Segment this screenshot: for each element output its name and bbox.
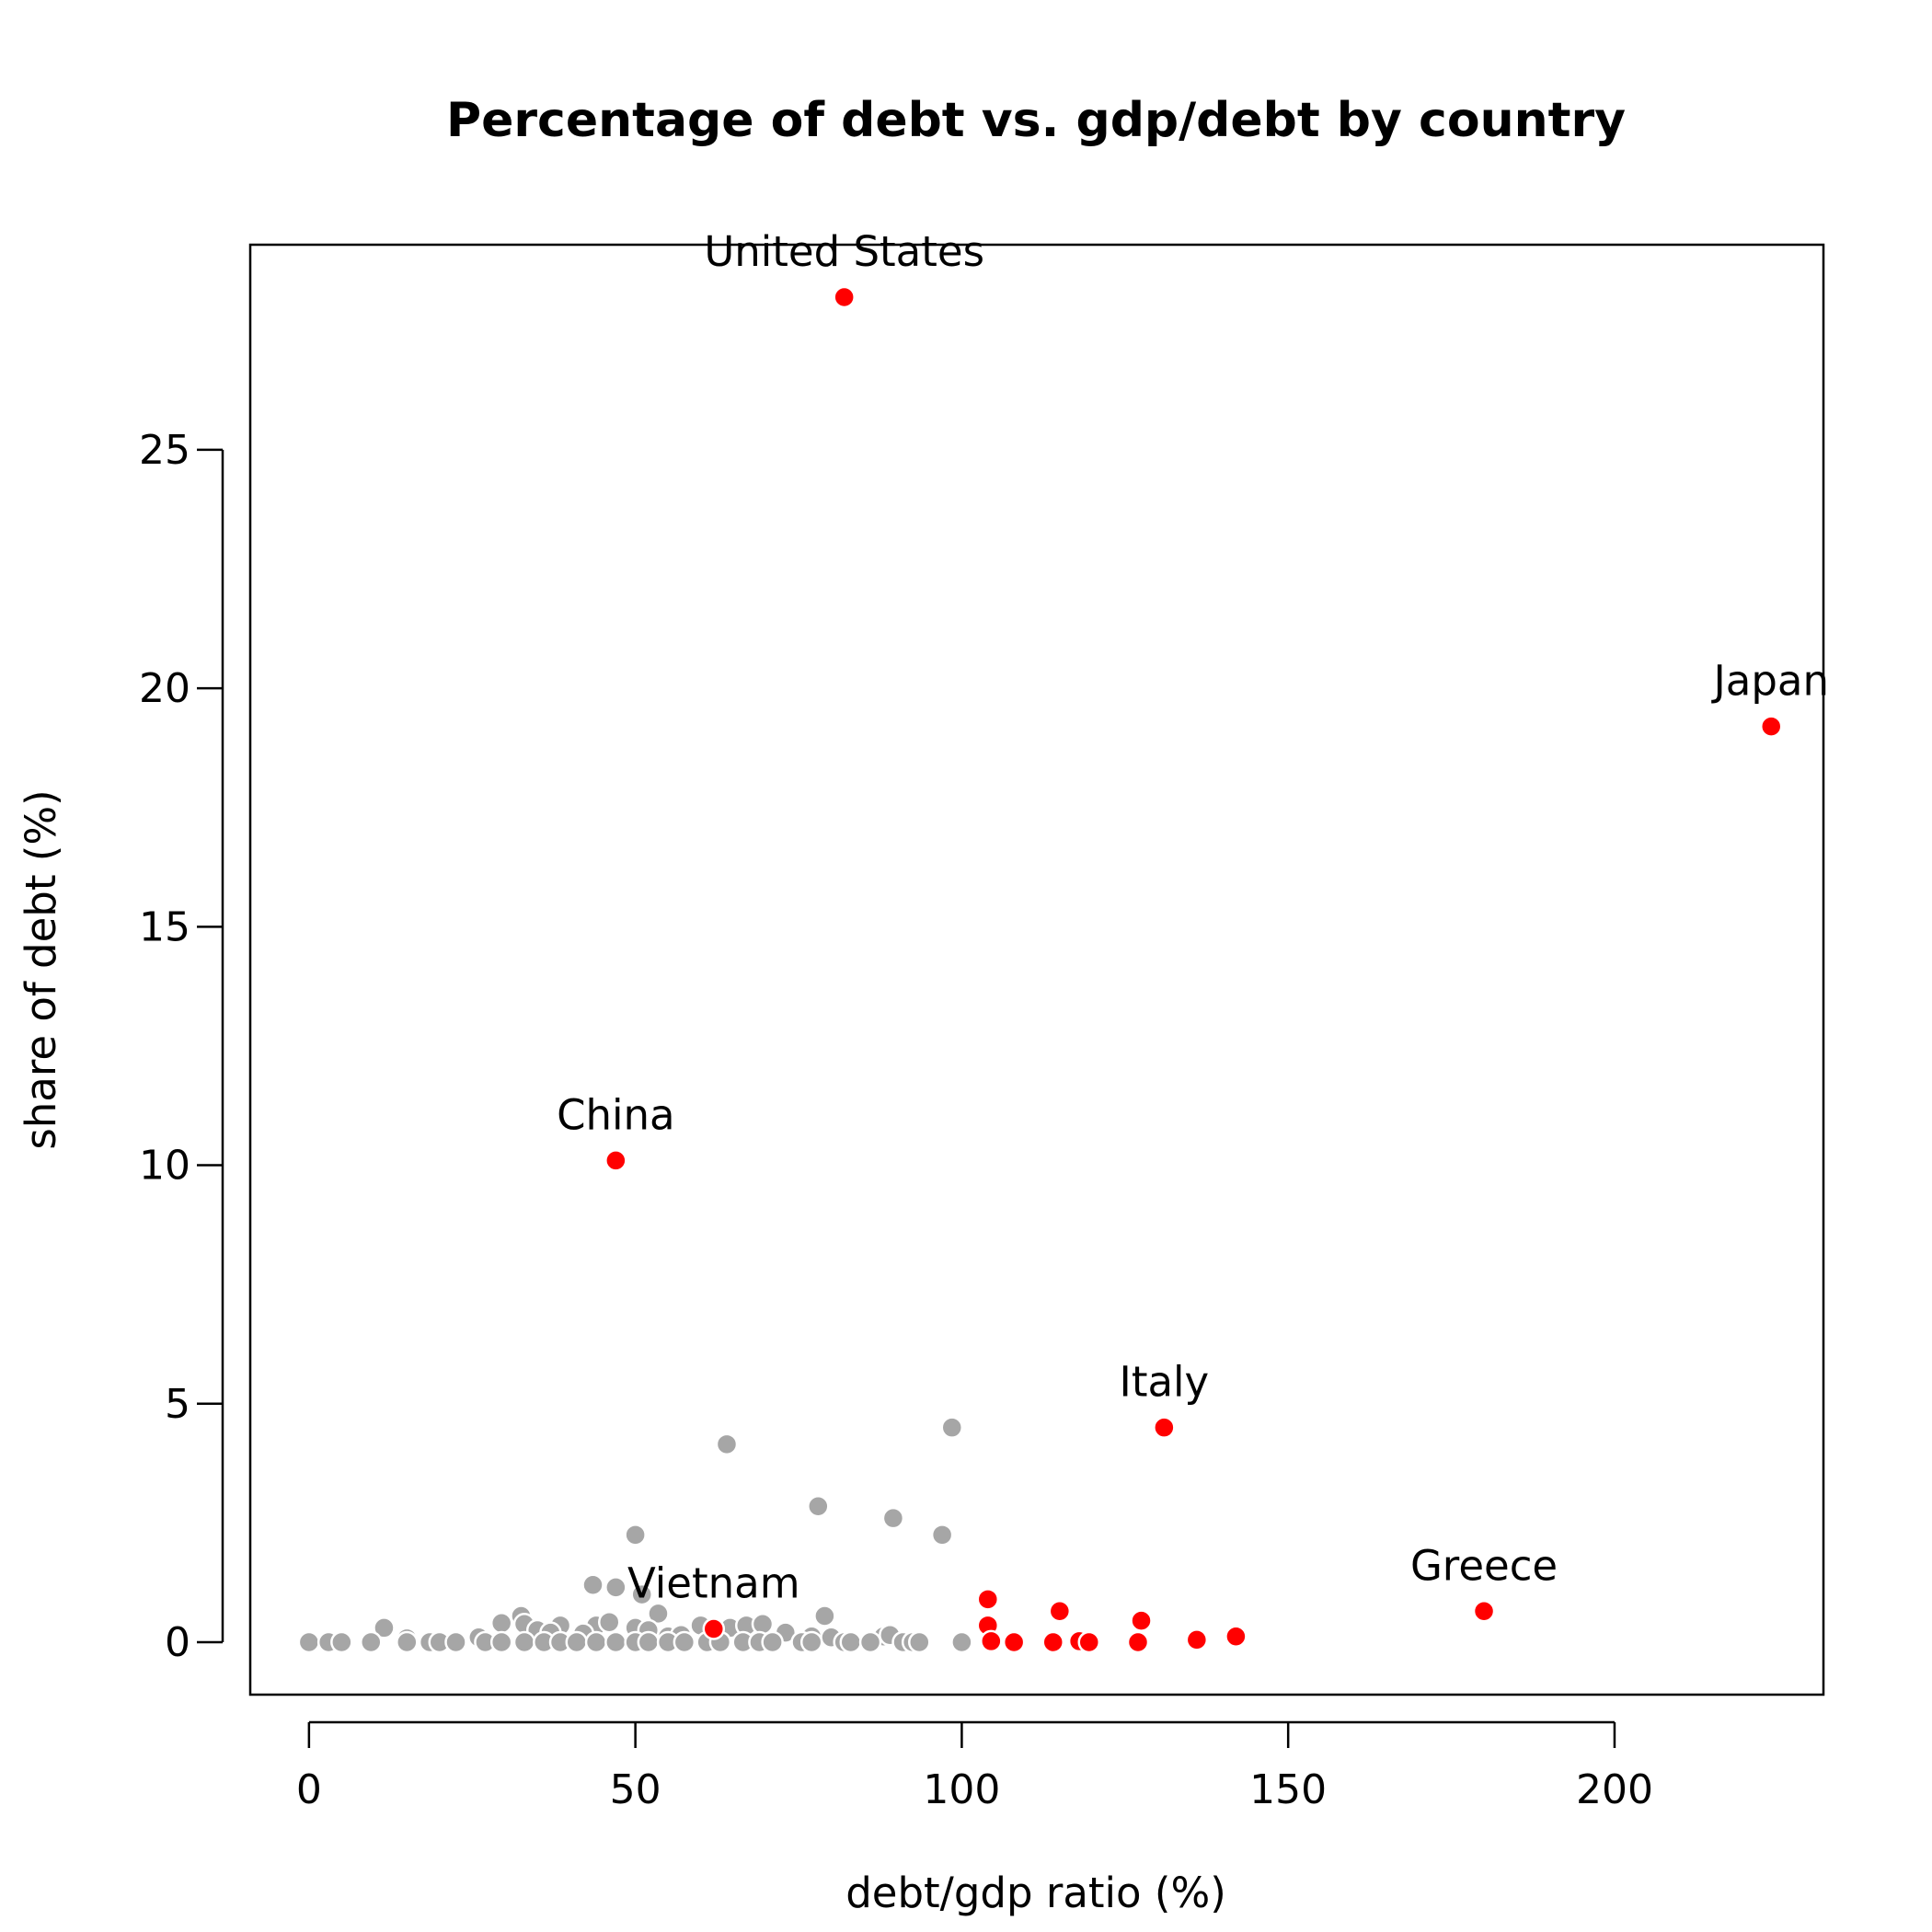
other-point bbox=[396, 1630, 419, 1654]
other-point bbox=[584, 1630, 608, 1654]
other-point bbox=[761, 1630, 784, 1654]
x-tick-label: 50 bbox=[610, 1766, 661, 1813]
other-point bbox=[930, 1524, 954, 1547]
y-tick-label: 20 bbox=[139, 665, 190, 712]
other-point bbox=[630, 1582, 653, 1606]
other-point bbox=[647, 1602, 670, 1626]
other-point bbox=[297, 1630, 321, 1654]
x-tick-label: 150 bbox=[1249, 1766, 1327, 1813]
other-point bbox=[512, 1630, 536, 1654]
other-point bbox=[604, 1630, 627, 1654]
other-point bbox=[751, 1613, 775, 1636]
other-point bbox=[799, 1630, 823, 1654]
y-tick-label: 0 bbox=[165, 1619, 190, 1666]
x-axis-label: debt/gdp ratio (%) bbox=[845, 1869, 1226, 1917]
y-tick-label: 10 bbox=[139, 1143, 190, 1190]
other-point bbox=[637, 1630, 661, 1654]
plot-frame bbox=[248, 243, 1825, 1696]
other-point bbox=[950, 1630, 973, 1654]
other-point bbox=[839, 1630, 863, 1654]
highlight-point bbox=[702, 1617, 726, 1640]
highlight-point bbox=[1126, 1630, 1150, 1654]
y-axis-label: share of debt (%) bbox=[17, 789, 65, 1149]
point-label: United States bbox=[704, 227, 984, 276]
highlight-point bbox=[604, 1149, 627, 1172]
x-axis: 0 50 100 150 200 bbox=[296, 1720, 1653, 1813]
highlight-point bbox=[1048, 1600, 1072, 1623]
y-tick-label: 5 bbox=[165, 1381, 190, 1428]
point-labels: United States Japan China Italy Greece Vietna… bbox=[557, 227, 1829, 1607]
other-point bbox=[489, 1611, 513, 1635]
y-tick-label: 25 bbox=[139, 427, 190, 474]
other-point bbox=[604, 1576, 627, 1599]
point-label: Italy bbox=[1120, 1358, 1210, 1407]
other-point bbox=[489, 1630, 513, 1654]
y-axis: 0 5 10 15 20 25 bbox=[139, 427, 224, 1666]
other-point bbox=[858, 1630, 882, 1654]
other-point bbox=[330, 1630, 353, 1654]
other-point bbox=[807, 1494, 830, 1518]
other-point bbox=[565, 1630, 589, 1654]
highlight-point bbox=[1472, 1600, 1496, 1623]
highlight-point bbox=[980, 1629, 1003, 1653]
other-point bbox=[940, 1416, 964, 1439]
point-label: Greece bbox=[1410, 1541, 1558, 1590]
other-point bbox=[715, 1432, 739, 1456]
other-point bbox=[444, 1630, 467, 1654]
highlight-point bbox=[1225, 1625, 1248, 1649]
other-point bbox=[597, 1610, 621, 1634]
x-tick-label: 200 bbox=[1576, 1766, 1653, 1813]
other-point bbox=[624, 1524, 647, 1547]
other-point bbox=[673, 1630, 696, 1654]
point-label: China bbox=[557, 1090, 675, 1139]
highlight-point bbox=[1077, 1630, 1101, 1654]
highlight-point bbox=[833, 285, 856, 309]
highlight-point bbox=[1041, 1630, 1064, 1654]
highlight-point bbox=[1130, 1609, 1153, 1632]
other-point bbox=[360, 1630, 383, 1654]
highlight-point bbox=[1002, 1630, 1026, 1654]
y-tick-label: 15 bbox=[139, 903, 190, 950]
x-tick-label: 0 bbox=[296, 1766, 322, 1813]
highlight-point bbox=[1759, 715, 1783, 738]
highlight-point bbox=[1185, 1628, 1209, 1651]
other-point bbox=[581, 1573, 604, 1597]
other-point bbox=[813, 1604, 836, 1627]
point-label: Japan bbox=[1710, 657, 1829, 706]
other-point bbox=[373, 1616, 396, 1639]
point-label: Vietnam bbox=[627, 1558, 800, 1607]
other-point bbox=[908, 1630, 931, 1654]
highlight-point bbox=[976, 1588, 1000, 1611]
other-point bbox=[881, 1506, 905, 1530]
highlight-point bbox=[1153, 1416, 1176, 1439]
chart-title: Percentage of debt vs. gdp/debt by count… bbox=[446, 93, 1626, 148]
data-points bbox=[297, 285, 1783, 1654]
x-tick-label: 100 bbox=[923, 1766, 1000, 1813]
